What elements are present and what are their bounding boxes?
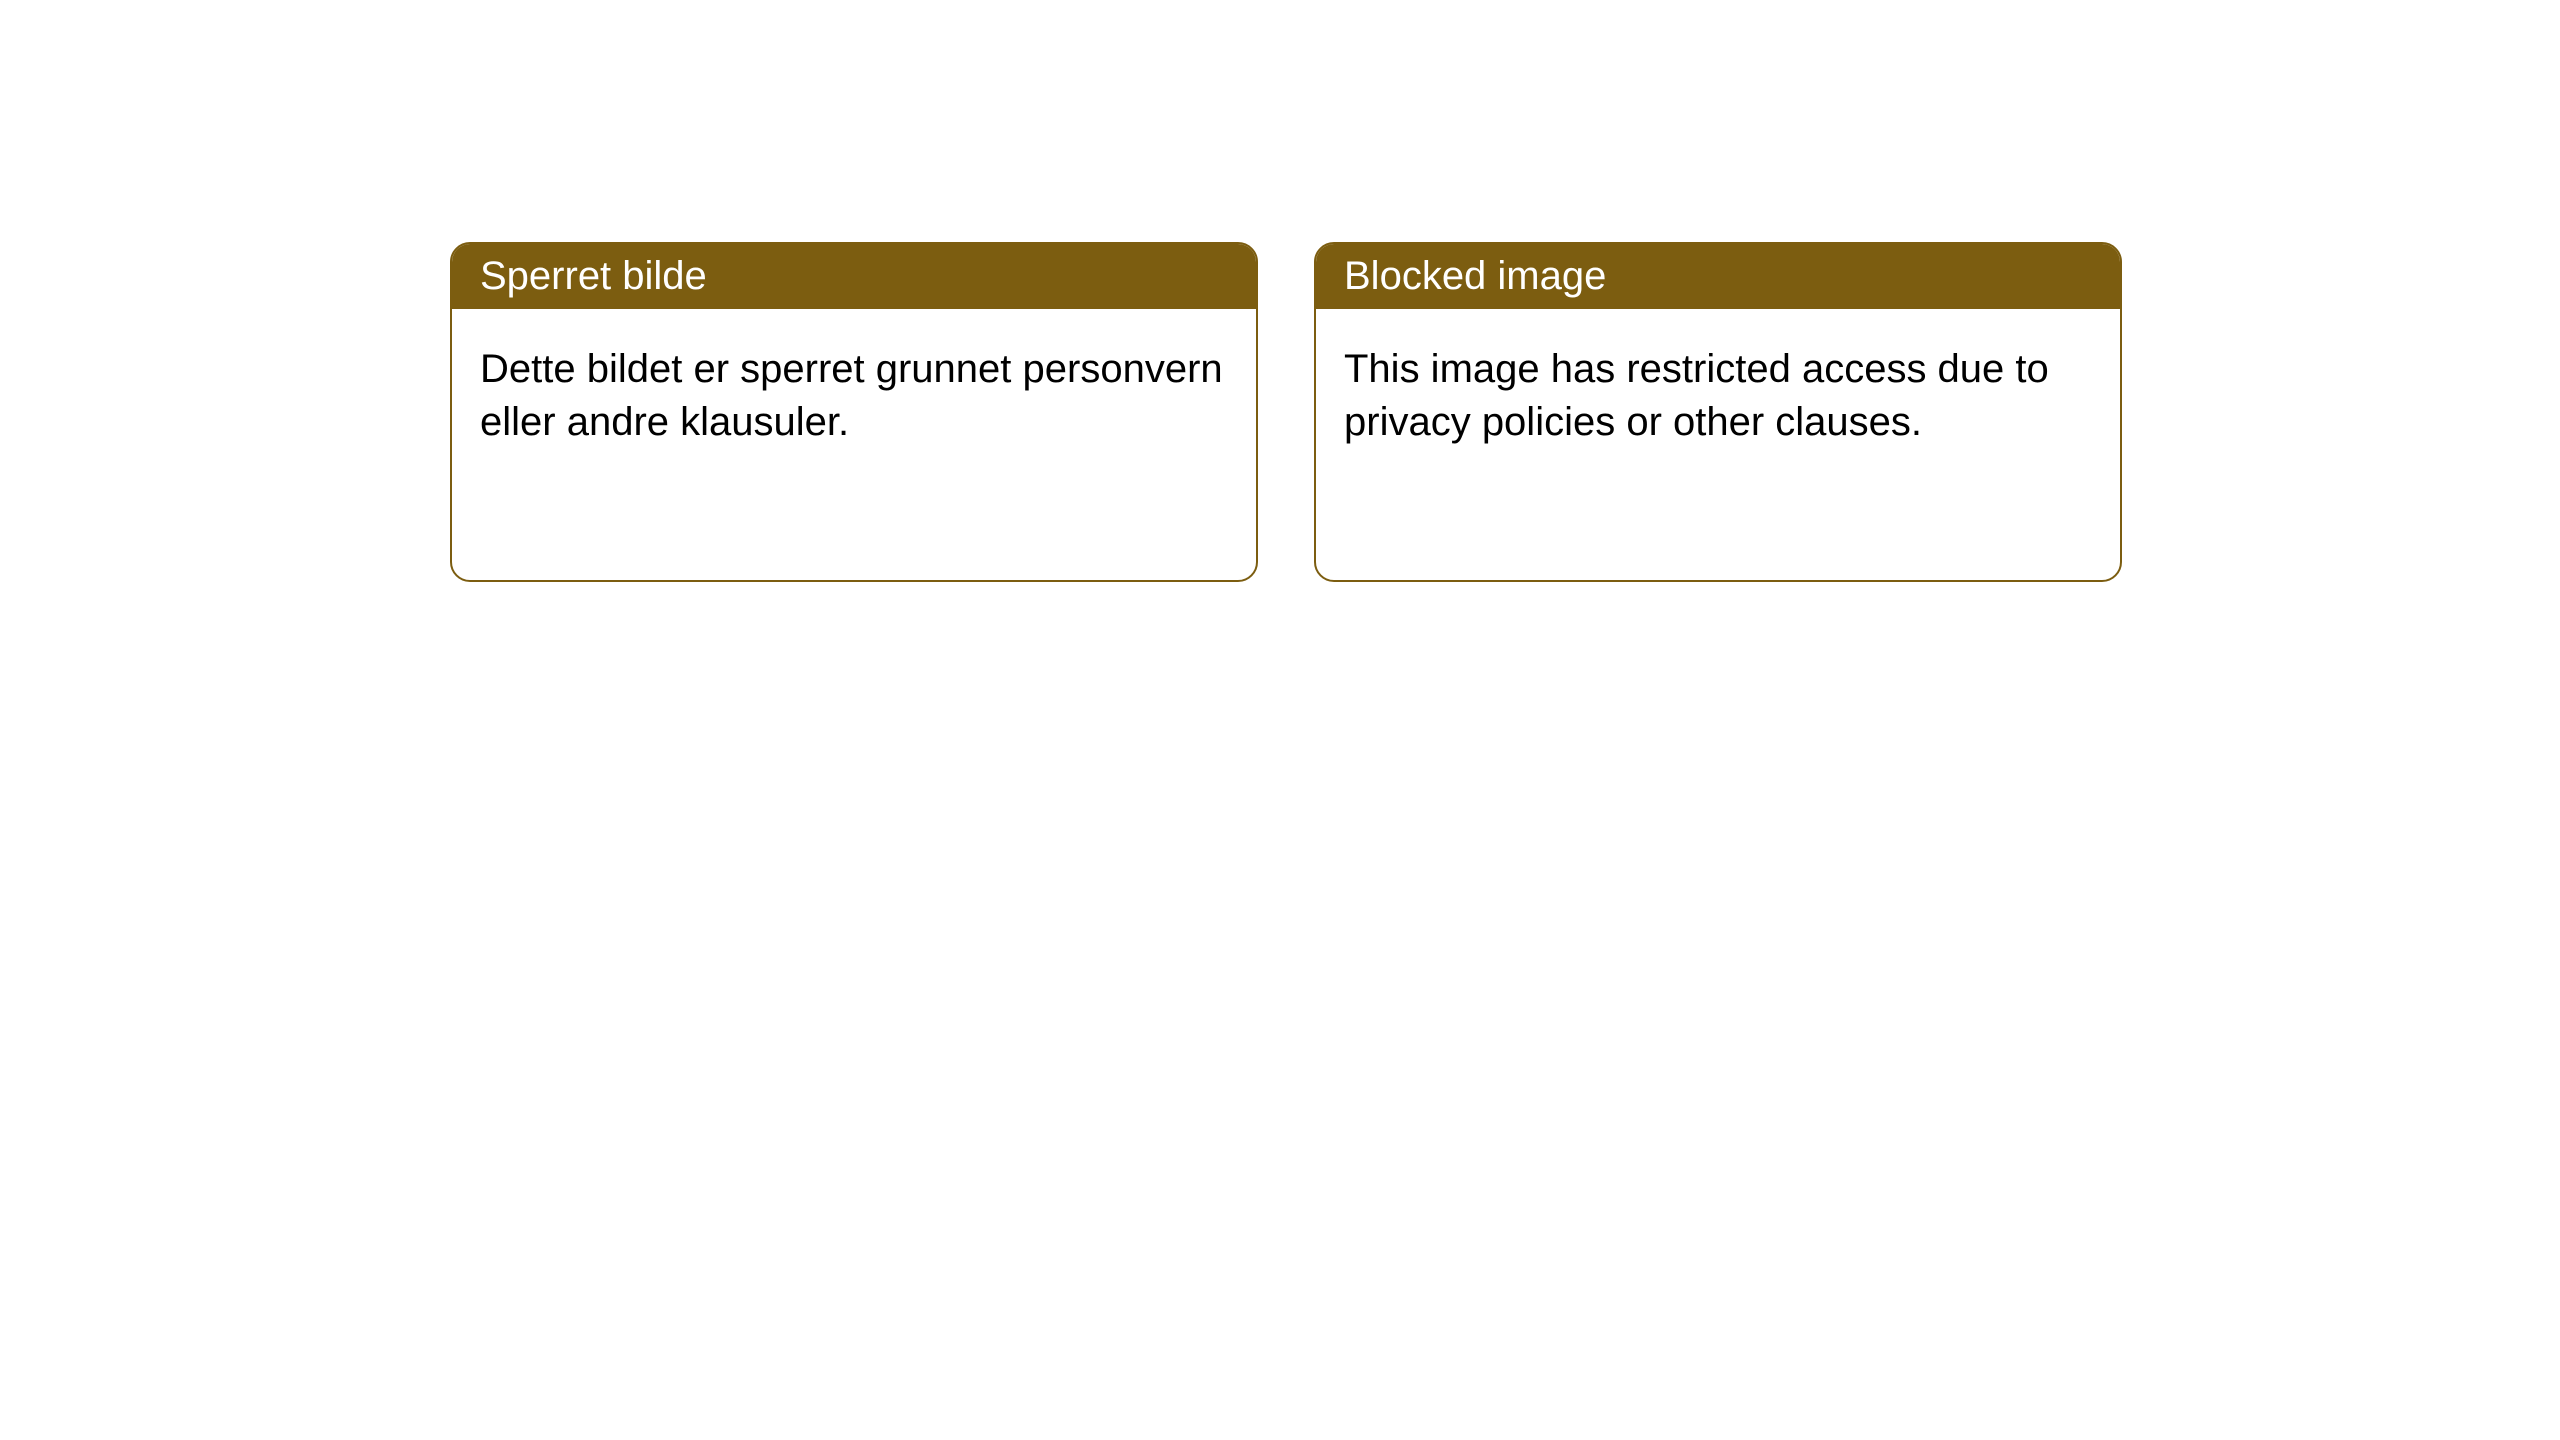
card-header-english: Blocked image [1316,244,2120,309]
card-body-norwegian: Dette bildet er sperret grunnet personve… [452,309,1256,483]
blocked-image-card-english: Blocked image This image has restricted … [1314,242,2122,582]
info-cards-container: Sperret bilde Dette bildet er sperret gr… [450,242,2560,582]
card-body-english: This image has restricted access due to … [1316,309,2120,483]
card-header-norwegian: Sperret bilde [452,244,1256,309]
blocked-image-card-norwegian: Sperret bilde Dette bildet er sperret gr… [450,242,1258,582]
